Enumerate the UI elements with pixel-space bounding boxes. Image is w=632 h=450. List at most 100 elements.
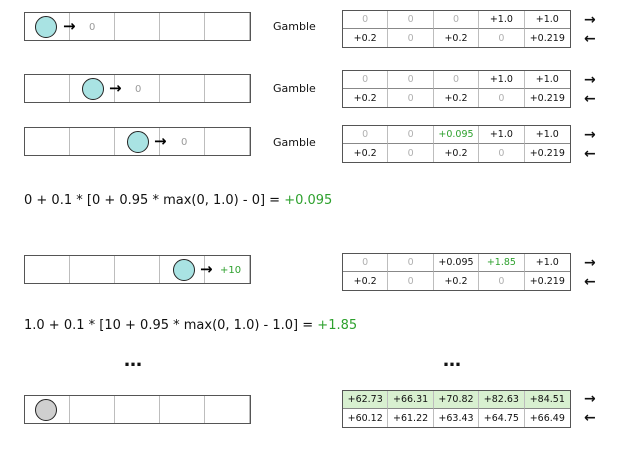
gamble-label: Gamble — [273, 136, 316, 149]
move-right-arrow-icon: → — [63, 19, 76, 34]
gamble-label: Gamble — [273, 82, 316, 95]
corridor-cell — [160, 13, 205, 40]
q-value-left: +0.2 — [343, 272, 388, 290]
q-value-left: +0.219 — [525, 89, 570, 107]
q-value-left: +0.219 — [525, 272, 570, 290]
q-value-right: 0 — [343, 71, 388, 89]
q-value-right: 0 — [434, 71, 479, 89]
corridor-cell — [25, 256, 70, 283]
agent-circle — [173, 259, 195, 281]
corridor-cell — [25, 75, 70, 102]
equation-result: +1.85 — [317, 318, 357, 333]
q-value-right: 0 — [343, 11, 388, 29]
q-value-left: 0 — [479, 144, 524, 162]
corridor-cell — [25, 128, 70, 155]
q-value-right: +1.0 — [525, 254, 570, 272]
q-value-right: +0.095 — [434, 254, 479, 272]
agent-circle — [127, 131, 149, 153]
q-value-left: 0 — [479, 29, 524, 47]
left-arrow-icon: ← — [584, 275, 596, 289]
q-value-left: +64.75 — [479, 409, 524, 427]
equation-text: 1.0 + 0.1 * [10 + 0.95 * max(0, 1.0) - 1… — [24, 318, 317, 333]
q-value-right: 0 — [388, 71, 433, 89]
q-value-left: +60.12 — [343, 409, 388, 427]
move-right-arrow-icon: → — [200, 262, 213, 277]
left-arrow-icon: ← — [584, 411, 596, 425]
reward-label: 0 — [135, 84, 141, 95]
corridor-cell — [160, 396, 205, 423]
q-value-left: +0.219 — [525, 29, 570, 47]
equation-text: 0 + 0.1 * [0 + 0.95 * max(0, 1.0) - 0] = — [24, 193, 284, 208]
ellipsis-left: … — [124, 350, 144, 371]
corridor-cell — [70, 256, 115, 283]
corridor-step-1: → 0 — [24, 12, 251, 41]
agent-circle — [82, 78, 104, 100]
right-arrow-icon: → — [584, 73, 596, 87]
q-table-final: +62.73 +66.31 +70.82 +82.63 +84.51 +60.1… — [342, 390, 571, 428]
corridor-cell — [115, 13, 160, 40]
q-value-right: +70.82 — [434, 391, 479, 409]
corridor-cell — [205, 128, 250, 155]
q-table-step-3: 0 0 +0.095 +1.0 +1.0 +0.2 0 +0.2 0 +0.21… — [342, 125, 571, 163]
q-value-left: 0 — [388, 272, 433, 290]
q-value-left: 0 — [479, 89, 524, 107]
q-value-right: 0 — [343, 254, 388, 272]
q-value-right: +1.0 — [479, 126, 524, 144]
q-value-left: +0.2 — [343, 144, 388, 162]
gamble-label: Gamble — [273, 20, 316, 33]
equation-result: +0.095 — [284, 193, 332, 208]
q-value-left: +0.2 — [343, 89, 388, 107]
q-value-left: 0 — [388, 29, 433, 47]
q-value-right: +66.31 — [388, 391, 433, 409]
q-value-left: +0.2 — [434, 144, 479, 162]
corridor-final — [24, 395, 251, 424]
q-value-right: +62.73 — [343, 391, 388, 409]
q-value-left: 0 — [388, 144, 433, 162]
corridor-cell — [160, 75, 205, 102]
q-value-right: 0 — [343, 126, 388, 144]
q-value-right: +1.0 — [479, 11, 524, 29]
q-value-right: +1.0 — [525, 126, 570, 144]
right-arrow-icon: → — [584, 13, 596, 27]
q-value-left: 0 — [388, 89, 433, 107]
q-value-right: 0 — [388, 126, 433, 144]
move-right-arrow-icon: → — [154, 134, 167, 149]
right-arrow-icon: → — [584, 128, 596, 142]
left-arrow-icon: ← — [584, 32, 596, 46]
right-arrow-icon: → — [584, 256, 596, 270]
q-value-right-updated: +1.85 — [479, 254, 524, 272]
reward-label: 0 — [89, 22, 95, 33]
reward-label: +10 — [220, 265, 241, 276]
corridor-step-3: → 0 — [24, 127, 251, 156]
agent-circle-final — [35, 399, 57, 421]
q-value-right-updated: +0.095 — [434, 126, 479, 144]
corridor-step-2: → 0 — [24, 74, 251, 103]
q-value-right: 0 — [388, 254, 433, 272]
left-arrow-icon: ← — [584, 147, 596, 161]
q-value-left: +0.219 — [525, 144, 570, 162]
corridor-cell — [70, 128, 115, 155]
q-table-step-2: 0 0 0 +1.0 +1.0 +0.2 0 +0.2 0 +0.219 — [342, 70, 571, 108]
ellipsis-right: … — [443, 350, 463, 371]
q-value-left: +63.43 — [434, 409, 479, 427]
corridor-cell — [205, 13, 250, 40]
update-equation-1: 0 + 0.1 * [0 + 0.95 * max(0, 1.0) - 0] =… — [24, 193, 332, 208]
q-value-left: +61.22 — [388, 409, 433, 427]
update-equation-2: 1.0 + 0.1 * [10 + 0.95 * max(0, 1.0) - 1… — [24, 318, 357, 333]
left-arrow-icon: ← — [584, 92, 596, 106]
q-value-left: +0.2 — [343, 29, 388, 47]
q-value-left: +0.2 — [434, 89, 479, 107]
corridor-cell — [115, 396, 160, 423]
corridor-cell — [70, 396, 115, 423]
corridor-step-4: → +10 — [24, 255, 251, 284]
right-arrow-icon: → — [584, 392, 596, 406]
q-value-right: +1.0 — [525, 11, 570, 29]
q-value-right: +84.51 — [525, 391, 570, 409]
move-right-arrow-icon: → — [109, 81, 122, 96]
q-value-left: +0.2 — [434, 272, 479, 290]
q-table-step-4: 0 0 +0.095 +1.85 +1.0 +0.2 0 +0.2 0 +0.2… — [342, 253, 571, 291]
q-value-right: +82.63 — [479, 391, 524, 409]
q-value-left: +0.2 — [434, 29, 479, 47]
q-value-left: 0 — [479, 272, 524, 290]
agent-circle — [35, 16, 57, 38]
